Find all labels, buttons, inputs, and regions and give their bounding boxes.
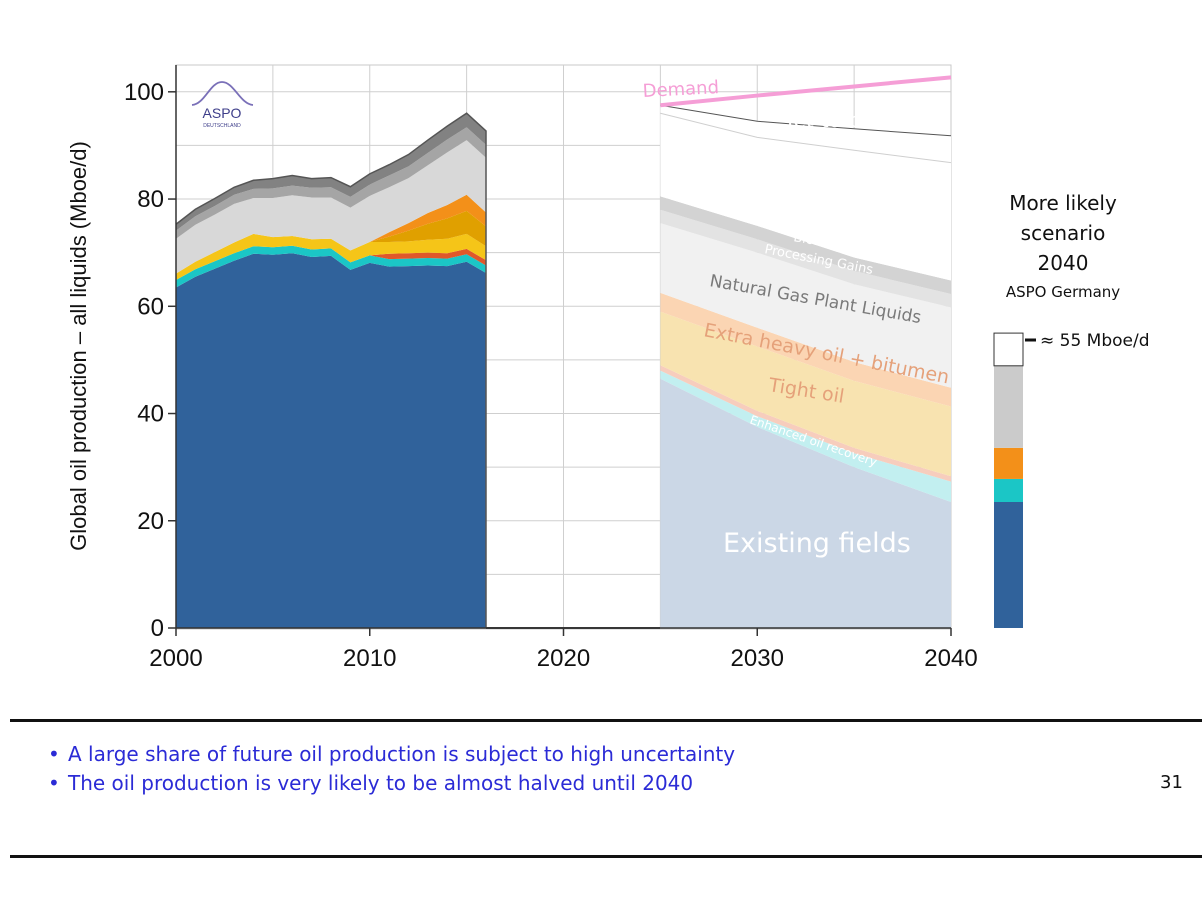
scenario-stack-segment <box>994 447 1023 479</box>
area-history-ngl <box>176 140 486 274</box>
area-history-bio <box>176 113 486 231</box>
x-tick-label: 2040 <box>924 645 977 672</box>
area-history-eor <box>176 245 486 288</box>
bottom-rule <box>10 855 1202 858</box>
label-existing-fields: Existing fields <box>723 528 911 559</box>
area-history-orange <box>176 194 486 274</box>
y-tick-label: 80 <box>137 186 164 213</box>
y-tick-label: 20 <box>137 508 164 535</box>
area-history-yellow <box>176 233 486 281</box>
label-yet-to-be-found: Yet-to-be-found <box>783 108 938 132</box>
bullet-item: The oil production is very likely to be … <box>48 769 735 798</box>
scenario-subtitle: ASPO Germany <box>1006 283 1120 301</box>
label-demand: Demand <box>642 77 719 102</box>
y-tick-label: 40 <box>137 401 164 428</box>
y-tick-label: 60 <box>137 293 164 320</box>
scenario-title-line-3: 2040 <box>1038 251 1089 275</box>
y-axis-label: Global oil production – all liquids (Mbo… <box>66 141 91 551</box>
history-outline <box>175 112 487 628</box>
area-history-tight <box>176 210 486 274</box>
projection-areas <box>660 75 952 628</box>
scenario-title-line-1: More likely <box>1009 191 1117 215</box>
area-projection-eor <box>660 370 951 502</box>
demand-line <box>660 75 952 108</box>
area-projection-tight <box>660 311 951 477</box>
history-areas <box>175 112 487 628</box>
area-projection-ngl <box>660 223 951 388</box>
area-history-existing <box>176 253 486 628</box>
page-number: 31 <box>1160 772 1183 793</box>
logo-text: ASPO <box>203 105 242 121</box>
x-tick-label: 2030 <box>731 645 784 672</box>
bullet-list: A large share of future oil production i… <box>48 740 735 798</box>
area-projection-existing <box>660 378 951 628</box>
area-projection-red <box>660 365 951 482</box>
ytd-boundary-line <box>660 112 952 164</box>
scenario-stack-segment <box>994 478 1023 502</box>
area-history-red <box>176 245 486 281</box>
area-projection-ytd <box>660 113 951 281</box>
logo-curve <box>191 81 254 106</box>
area-projection-bio <box>660 196 951 294</box>
scenario-stack-segment <box>993 332 1024 367</box>
scenario-stack-segment <box>994 501 1023 628</box>
scenario-marker-label: ≈ 55 Mboe/d <box>1040 331 1150 351</box>
area-projection-ytf <box>660 105 951 163</box>
ytf-boundary-line <box>660 104 952 137</box>
x-tick-label: 2010 <box>343 645 396 672</box>
scenario-title-line-2: scenario <box>1021 221 1106 245</box>
x-tick-label: 2020 <box>537 645 590 672</box>
scenario-stack-segment <box>994 365 1023 448</box>
area-history-gains <box>176 127 486 239</box>
area-projection-xheavy <box>660 292 951 407</box>
y-tick-label: 0 <box>151 615 164 642</box>
scenario-panel: More likely scenario 2040 ASPO Germany ≈… <box>993 191 1150 628</box>
aspo-logo: ASPO DEUTSCHLAND <box>191 81 254 129</box>
y-tick-label: 100 <box>124 79 164 106</box>
x-tick-label: 2000 <box>149 645 202 672</box>
scenario-stack-bar <box>993 332 1024 628</box>
area-projection-gains <box>660 209 951 308</box>
top-rule <box>10 719 1202 722</box>
logo-subtext: DEUTSCHLAND <box>203 123 241 129</box>
bullet-item: A large share of future oil production i… <box>48 740 735 769</box>
